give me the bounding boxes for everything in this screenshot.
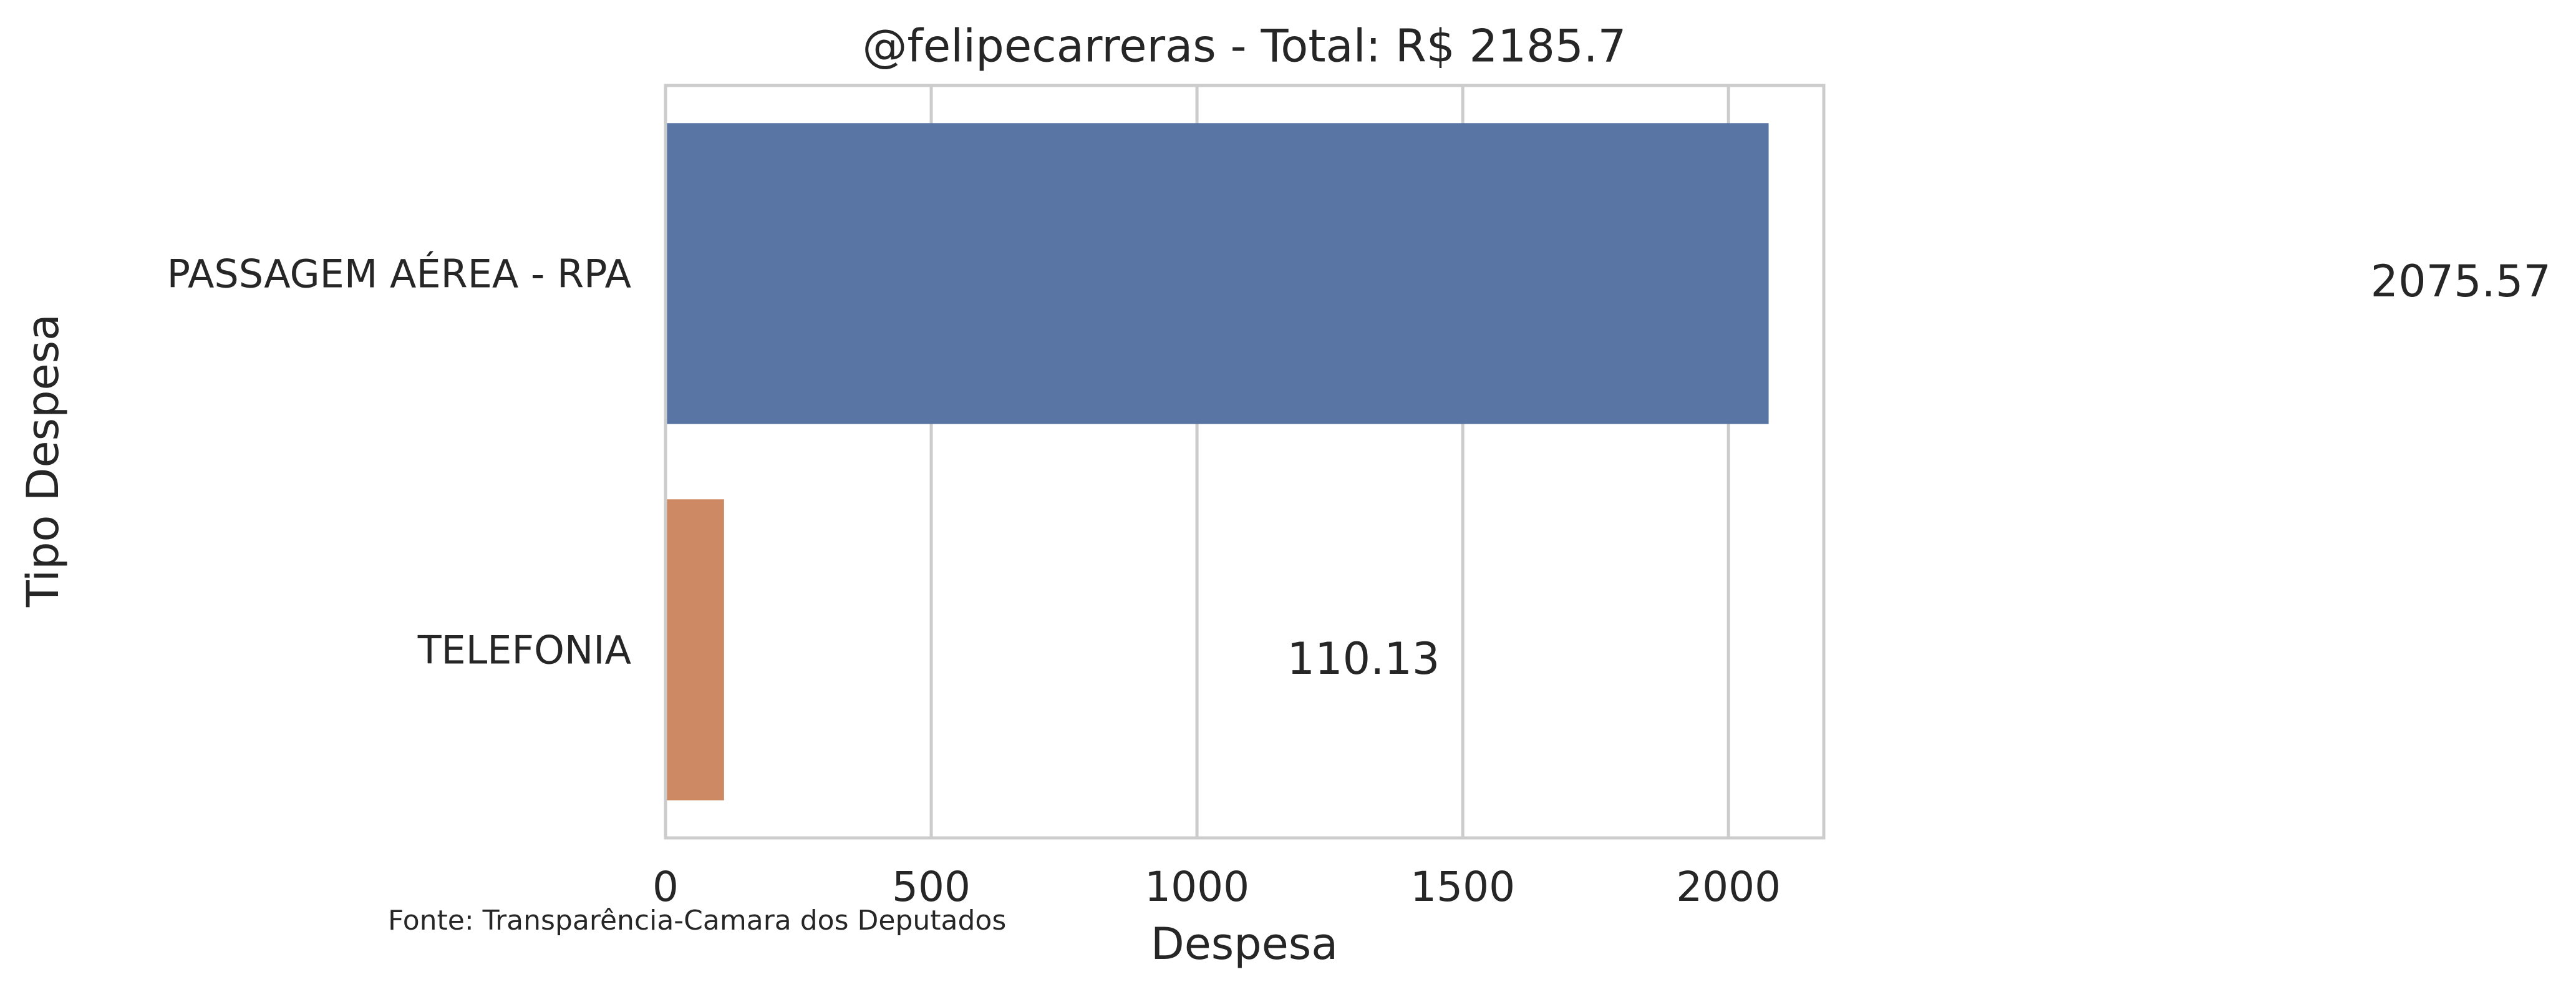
x-tick-label: 1500 bbox=[1410, 863, 1515, 911]
y-axis-label: Tipo Despesa bbox=[17, 314, 69, 608]
value-label: 110.13 bbox=[1287, 633, 1440, 684]
y-tick-label: TELEFONIA bbox=[417, 628, 631, 673]
x-tick-label: 500 bbox=[892, 863, 971, 911]
bar bbox=[666, 499, 724, 800]
x-axis-label: Despesa bbox=[1151, 918, 1338, 970]
x-tick-label: 2000 bbox=[1676, 863, 1781, 911]
x-tick-label: 0 bbox=[652, 863, 679, 911]
value-label: 2075.57 bbox=[2371, 256, 2551, 307]
axes-frame bbox=[664, 84, 1826, 840]
bar bbox=[666, 123, 1769, 424]
source-note: Fonte: Transparência-Camara dos Deputado… bbox=[388, 905, 1006, 936]
y-tick-label: PASSAGEM AÉREA - RPA bbox=[167, 251, 631, 297]
chart-title: @felipecarreras - Total: R$ 2185.7 bbox=[863, 20, 1627, 72]
x-tick-label: 1000 bbox=[1145, 863, 1249, 911]
